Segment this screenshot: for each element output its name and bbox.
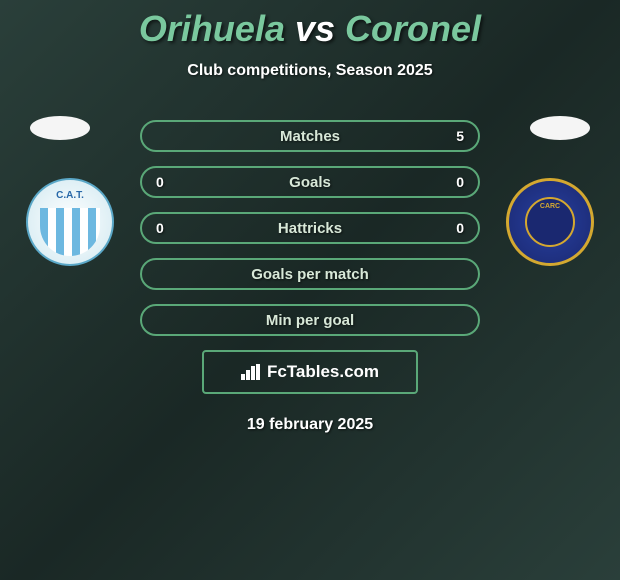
stat-label: Hattricks (278, 220, 342, 237)
page-title: Orihuela vs Coronel (0, 0, 620, 50)
flag-right-icon (530, 116, 590, 140)
badge-right-text: CARC (540, 203, 560, 210)
stat-right-value: 0 (444, 220, 464, 236)
stat-label: Min per goal (266, 312, 354, 329)
stat-left-value: 0 (156, 174, 176, 190)
stat-row: Min per goal (140, 304, 480, 336)
subtitle: Club competitions, Season 2025 (0, 62, 620, 80)
team-left-name: Orihuela (139, 8, 285, 49)
team-right-badge: CARC (506, 178, 594, 266)
badge-right-inner: CARC (525, 197, 575, 247)
content-area: CARC Matches 5 0 Goals 0 0 Hattricks 0 G… (0, 120, 620, 434)
stat-right-value: 0 (444, 174, 464, 190)
stat-row: 0 Hattricks 0 (140, 212, 480, 244)
team-left-badge (26, 178, 114, 266)
bar-chart-icon (241, 364, 261, 380)
title-vs: vs (295, 8, 335, 49)
stat-row: 0 Goals 0 (140, 166, 480, 198)
stat-label: Goals per match (251, 266, 369, 283)
team-right-name: Coronel (345, 8, 481, 49)
stat-row: Matches 5 (140, 120, 480, 152)
stat-right-value: 5 (444, 128, 464, 144)
stat-label: Matches (280, 128, 340, 145)
brand-text: FcTables.com (267, 362, 379, 382)
stat-row: Goals per match (140, 258, 480, 290)
flag-left-icon (30, 116, 90, 140)
stats-list: Matches 5 0 Goals 0 0 Hattricks 0 Goals … (140, 120, 480, 336)
match-date: 19 february 2025 (0, 416, 620, 434)
stat-label: Goals (289, 174, 331, 191)
stat-left-value: 0 (156, 220, 176, 236)
brand-box[interactable]: FcTables.com (202, 350, 418, 394)
